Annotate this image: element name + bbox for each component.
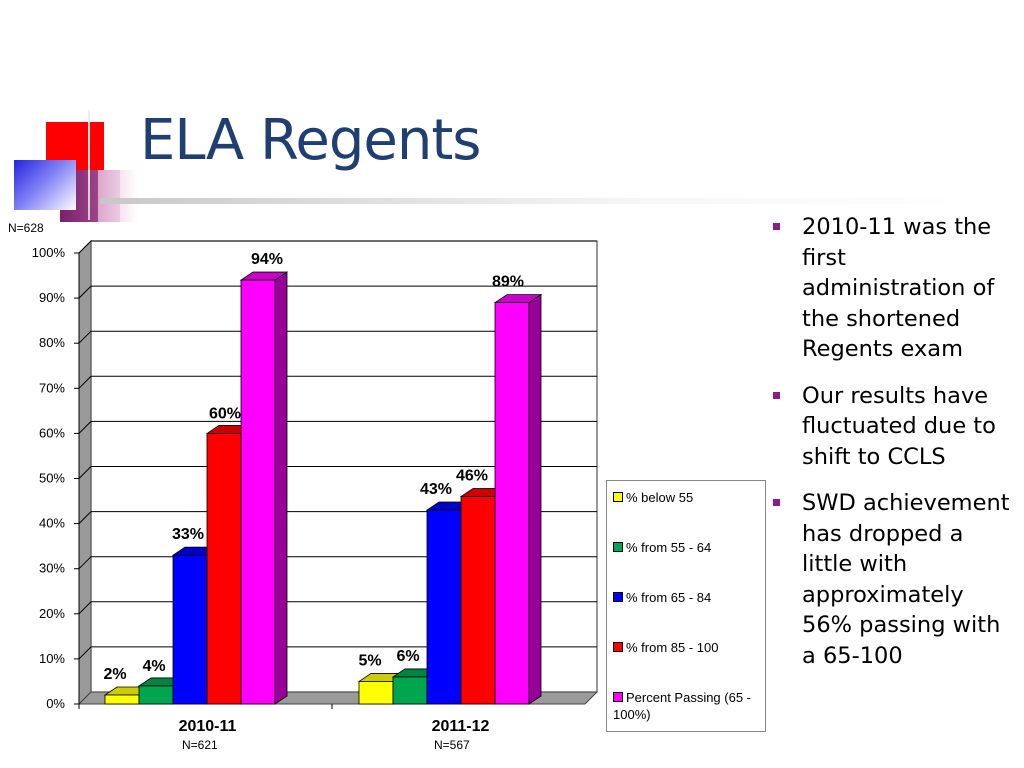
- top-n-label: N=628: [8, 221, 44, 235]
- y-tick-label: 60%: [39, 425, 65, 440]
- y-tick-label: 70%: [39, 380, 65, 395]
- legend-swatch: [613, 642, 623, 652]
- slide-title: ELA Regents: [140, 108, 481, 173]
- bullet-item: Our results have fluctuated due to shift…: [770, 381, 1015, 473]
- bar: [138, 685, 174, 705]
- x-tick-label: 2010-11: [179, 718, 237, 735]
- bar: [240, 279, 276, 705]
- data-label: 89%: [492, 274, 524, 291]
- data-label: 2%: [103, 666, 126, 683]
- y-tick-label: 50%: [39, 471, 65, 486]
- bar-side: [274, 271, 288, 705]
- y-tick-label: 90%: [39, 290, 65, 305]
- legend-label: % from 65 - 84: [626, 590, 712, 605]
- data-label: 4%: [142, 658, 165, 675]
- bullet-marker: [773, 391, 780, 399]
- bar: [426, 509, 462, 705]
- legend-label: % below 55: [626, 490, 694, 505]
- bar: [104, 694, 140, 705]
- bullet-text: SWD achievement has dropped a little wit…: [802, 490, 1010, 669]
- legend-item-below-55: % below 55: [613, 489, 761, 506]
- legend-label: Percent Passing (65 - 100%): [613, 690, 752, 722]
- deco-blue-square: [14, 160, 76, 210]
- gridline: [78, 375, 597, 389]
- deco-pink-square: [98, 170, 138, 222]
- data-label: 94%: [251, 251, 283, 268]
- bullet-text: Our results have fluctuated due to shift…: [802, 382, 996, 470]
- bar: [494, 302, 530, 705]
- y-tick-label: 10%: [39, 651, 65, 666]
- n-label-2010: N=621: [182, 738, 218, 752]
- n-label-2011: N=567: [434, 738, 470, 752]
- gridline: [78, 240, 597, 254]
- bar-side: [528, 293, 542, 705]
- bullet-marker: [773, 223, 780, 230]
- legend-item-85-100: % from 85 - 100: [613, 639, 761, 656]
- bar: [172, 554, 208, 705]
- data-label: 5%: [358, 652, 381, 669]
- gridline: [78, 420, 597, 434]
- data-label: 6%: [396, 648, 419, 665]
- legend-label: % from 85 - 100: [626, 640, 719, 655]
- bullet-marker: [773, 499, 780, 506]
- data-label: 43%: [420, 481, 452, 498]
- legend-item-65-84: % from 65 - 84: [613, 589, 761, 606]
- bullet-text: 2010-11 was the first administration of …: [802, 214, 995, 362]
- data-label: 46%: [456, 468, 488, 485]
- bullet-item: 2010-11 was the first administration of …: [770, 212, 1015, 365]
- gridline: [78, 330, 597, 344]
- deco-vertical-line: [88, 110, 90, 220]
- x-tick-label: 2011-12: [432, 718, 490, 735]
- y-tick-label: 100%: [32, 245, 66, 260]
- legend-swatch: [613, 692, 623, 702]
- bullet-item: SWD achievement has dropped a little wit…: [770, 488, 1015, 671]
- bar: [206, 432, 242, 705]
- y-tick-label: 0%: [46, 696, 65, 711]
- legend-swatch: [613, 492, 623, 502]
- gridline: [78, 285, 597, 299]
- chart-legend: % below 55 % from 55 - 64 % from 65 - 84…: [606, 480, 766, 732]
- y-tick-label: 40%: [39, 516, 65, 531]
- legend-label: % from 55 - 64: [626, 540, 712, 555]
- data-label: 60%: [209, 405, 241, 422]
- bar: [460, 496, 496, 705]
- title-divider: [100, 198, 1024, 204]
- y-tick-label: 20%: [39, 606, 65, 621]
- legend-swatch: [613, 592, 623, 602]
- y-tick-label: 80%: [39, 335, 65, 350]
- bar: [392, 676, 428, 705]
- legend-item-percent-passing: Percent Passing (65 - 100%): [613, 689, 761, 723]
- bar: [358, 681, 394, 705]
- bullet-list: 2010-11 was the first administration of …: [770, 212, 1015, 687]
- legend-swatch: [613, 542, 623, 552]
- data-label: 33%: [172, 526, 204, 543]
- legend-item-55-64: % from 55 - 64: [613, 539, 761, 556]
- y-tick-label: 30%: [39, 561, 65, 576]
- gridline: [78, 466, 597, 479]
